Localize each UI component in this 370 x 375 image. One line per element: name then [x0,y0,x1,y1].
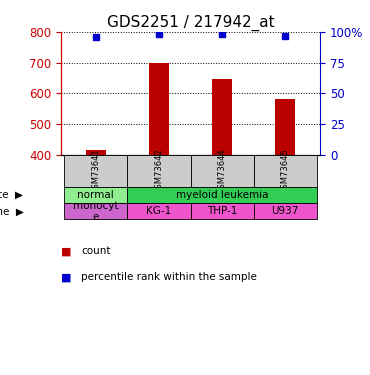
Point [282,33,288,39]
FancyBboxPatch shape [191,154,254,187]
Text: THP-1: THP-1 [207,206,237,216]
Point [156,32,162,38]
Text: disease state  ▶: disease state ▶ [0,190,24,200]
FancyBboxPatch shape [254,203,317,219]
FancyBboxPatch shape [191,203,254,219]
FancyBboxPatch shape [64,203,127,219]
FancyBboxPatch shape [127,203,191,219]
Text: monocyt
e: monocyt e [73,201,118,222]
Text: ■: ■ [61,246,71,256]
Text: percentile rank within the sample: percentile rank within the sample [81,273,257,282]
Bar [212,80,232,154]
FancyBboxPatch shape [127,187,317,203]
Text: KG-1: KG-1 [147,206,172,216]
Bar [86,150,106,154]
Text: ■: ■ [61,273,71,282]
Text: U937: U937 [272,206,299,216]
FancyBboxPatch shape [127,154,191,187]
Text: GSM73642: GSM73642 [154,148,164,194]
Title: GDS2251 / 217942_at: GDS2251 / 217942_at [107,14,275,30]
FancyBboxPatch shape [64,154,127,187]
Point [93,34,99,40]
Point [219,32,225,38]
Text: GSM73645: GSM73645 [281,148,290,194]
Bar [275,99,295,154]
Text: GSM73644: GSM73644 [218,148,227,194]
Text: myeloid leukemia: myeloid leukemia [176,190,268,200]
FancyBboxPatch shape [64,187,127,203]
Text: count: count [81,246,111,256]
Text: GSM73641: GSM73641 [91,148,100,194]
Text: normal: normal [77,190,114,200]
Bar [149,63,169,154]
Text: cell line  ▶: cell line ▶ [0,206,24,216]
FancyBboxPatch shape [254,154,317,187]
